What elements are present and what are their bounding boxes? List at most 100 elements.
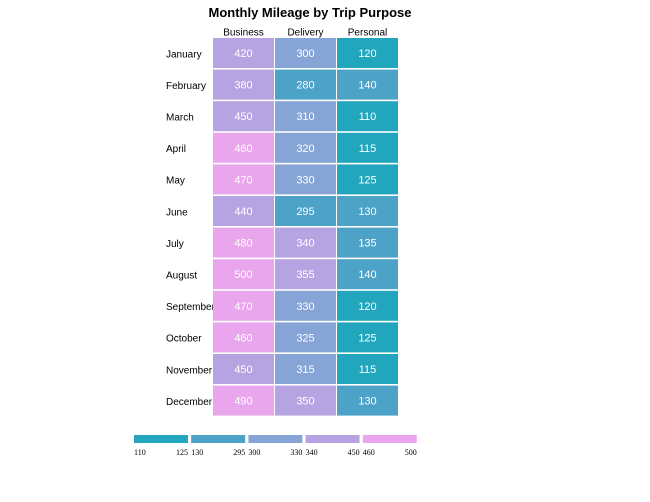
heatmap-cell (337, 354, 398, 384)
heatmap-cell (275, 385, 336, 416)
heatmap-cell (275, 38, 336, 68)
legend-swatch (248, 435, 303, 443)
cell-value-label: 380 (234, 80, 252, 92)
cell-value-label: 135 (358, 238, 376, 250)
cell-value-label: 125 (358, 174, 376, 186)
cell-value-label: 460 (234, 332, 252, 344)
heatmap-cell (275, 227, 336, 258)
row-labels: January February March April May June July Augu… (166, 49, 216, 408)
cell-value-label: 355 (296, 269, 314, 281)
cell-value-label: 120 (358, 48, 376, 60)
row-label: August (166, 271, 197, 282)
heatmap-cell (337, 385, 398, 416)
legend-max-label: 500 (405, 448, 417, 457)
cell-value-label: 490 (234, 396, 252, 408)
heatmap-cell (337, 290, 398, 321)
heatmap-cell (275, 259, 336, 290)
cell-value-label: 340 (296, 238, 314, 250)
legend-swatch (191, 435, 246, 443)
legend-max-label: 330 (290, 448, 302, 457)
legend-max-label: 125 (176, 448, 188, 457)
row-label: May (166, 176, 185, 187)
cell-value-label: 110 (359, 111, 377, 123)
heatmap-cell (213, 385, 274, 416)
cell-value-label: 470 (234, 301, 252, 313)
row-label: January (166, 49, 202, 60)
heatmap-cell (275, 69, 336, 100)
heatmap-cell (337, 38, 398, 68)
heatmap-cell (337, 322, 398, 353)
heatmap-cell (213, 354, 274, 384)
legend-min-label: 300 (248, 448, 260, 457)
row-label: November (166, 365, 213, 376)
heatmap-cell (275, 101, 336, 132)
row-label: February (166, 81, 206, 92)
cell-value-label: 115 (359, 143, 377, 155)
cell-value-label: 330 (296, 301, 314, 313)
heatmap-cell (213, 227, 274, 258)
heatmap-cell (337, 196, 398, 226)
heatmap-cell (337, 132, 398, 163)
heatmap-cell (213, 290, 274, 321)
heatmap-cell (337, 69, 398, 100)
cell-value-label: 460 (234, 143, 252, 155)
heatmap-cell (275, 322, 336, 353)
heatmap-cell (213, 322, 274, 353)
legend-min-label: 130 (191, 448, 203, 457)
heatmap-cell (275, 164, 336, 195)
cell-value-label: 320 (296, 143, 314, 155)
legend-min-label: 340 (306, 448, 318, 457)
column-label: Business (223, 28, 264, 39)
heatmap-cell (275, 196, 336, 226)
row-label: July (166, 239, 184, 250)
heatmap-cell (213, 259, 274, 290)
column-labels: Business Delivery Personal (223, 28, 387, 39)
legend-min-label: 110 (134, 448, 146, 457)
cell-value-label: 325 (296, 332, 314, 344)
cell-value-label: 315 (296, 364, 314, 376)
legend-max-label: 295 (233, 448, 245, 457)
legend-max-label: 450 (348, 448, 360, 457)
heatmap-cell (213, 69, 274, 100)
heatmap-cell (275, 354, 336, 384)
cell-value-label: 295 (296, 206, 314, 218)
cell-value-label: 130 (358, 396, 376, 408)
heatmap-cell (213, 164, 274, 195)
cell-value-label: 450 (234, 364, 252, 376)
cell-value-label: 420 (234, 48, 252, 60)
cell-value-label: 125 (358, 332, 376, 344)
row-label: June (166, 207, 188, 218)
column-label: Personal (348, 28, 387, 39)
row-label: April (166, 144, 186, 155)
heatmap-cell (337, 259, 398, 290)
cell-value-label: 280 (296, 80, 314, 92)
heatmap-cell (213, 101, 274, 132)
cell-value-label: 300 (296, 48, 314, 60)
heatmap-cell (213, 132, 274, 163)
heatmap-cell (275, 132, 336, 163)
cell-value-label: 350 (296, 396, 314, 408)
chart-title: Monthly Mileage by Trip Purpose (209, 5, 412, 20)
cell-value-label: 140 (358, 80, 376, 92)
legend-swatch (305, 435, 360, 443)
row-label: December (166, 397, 213, 408)
heatmap-cell (337, 101, 398, 132)
color-legend: 110 125 130 295 300 330 340 450 460 500 (134, 435, 417, 457)
cell-value-label: 130 (358, 206, 376, 218)
cell-value-label: 310 (296, 111, 314, 123)
cell-value-label: 470 (234, 174, 252, 186)
legend-swatch (134, 435, 188, 443)
cell-value-label: 440 (234, 206, 252, 218)
row-label: October (166, 334, 202, 345)
heatmap-cell (213, 196, 274, 226)
heatmap-cells: 420 300 120 380 280 140 450 310 110 460 320 115 470 3… (213, 38, 398, 416)
heatmap-cell (337, 164, 398, 195)
legend-min-label: 460 (363, 448, 375, 457)
cell-value-label: 115 (359, 364, 377, 376)
cell-value-label: 450 (234, 111, 252, 123)
heatmap-cell (337, 227, 398, 258)
heatmap-cell (213, 38, 274, 68)
cell-value-label: 500 (234, 269, 252, 281)
column-label: Delivery (287, 28, 323, 39)
